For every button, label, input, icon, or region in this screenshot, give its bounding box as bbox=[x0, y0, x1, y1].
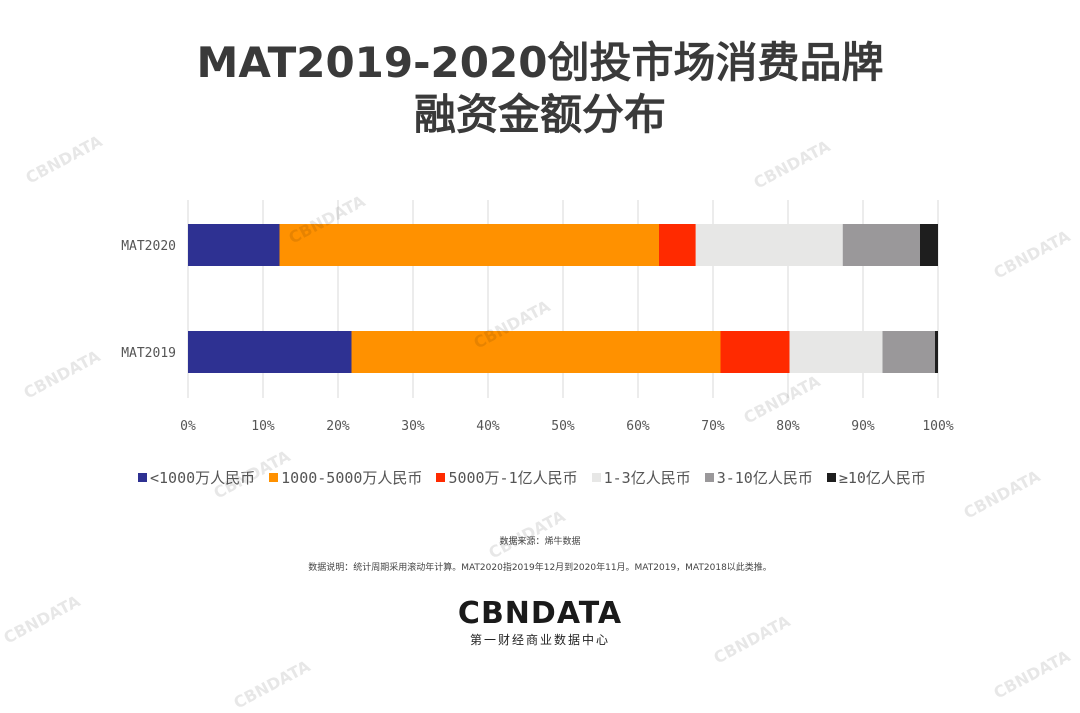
legend-swatch bbox=[704, 473, 714, 482]
x-tick-label: 20% bbox=[326, 419, 350, 434]
watermark: CBNDATA bbox=[230, 656, 314, 713]
stacked-bar-chart: 0% 10% 20% 30% 40% 50% 60% 70% 80% 90% 100% MAT2020… bbox=[121, 200, 954, 434]
bar-segment bbox=[935, 331, 938, 373]
legend-label: 1-3亿人民币 bbox=[603, 469, 691, 487]
legend-item: 1000-5000万人民币 bbox=[269, 467, 422, 488]
legend-swatch bbox=[269, 473, 279, 482]
legend-item: 3-10亿人民币 bbox=[704, 467, 813, 488]
legend-item: 1-3亿人民币 bbox=[591, 467, 691, 488]
bar-segment bbox=[720, 331, 790, 373]
bar-segment bbox=[842, 224, 920, 266]
bar-segment bbox=[351, 331, 721, 373]
x-tick-label: 10% bbox=[251, 419, 275, 434]
chart-title-line1: MAT2019-2020创投市场消费品牌 bbox=[196, 38, 884, 87]
x-tick-label: 100% bbox=[922, 419, 953, 434]
watermark: CBNDATA bbox=[960, 466, 1044, 523]
brand-logo-subtitle: 第一财经商业数据中心 bbox=[469, 633, 610, 647]
x-tick-label: 30% bbox=[401, 419, 425, 434]
bar-segment bbox=[789, 331, 883, 373]
data-source: 数据来源：烯牛数据 bbox=[499, 537, 581, 547]
x-tick-label: 70% bbox=[701, 419, 725, 434]
legend-swatch bbox=[826, 473, 836, 482]
legend-swatch bbox=[138, 473, 147, 482]
legend-label: <1000万人民币 bbox=[150, 469, 256, 487]
chart-legend: <1000万人民币 1000-5000万人民币 5000万-1亿人民币 1-3亿人民币… bbox=[138, 467, 948, 488]
legend-item: <1000万人民币 bbox=[138, 467, 255, 488]
x-tick-label: 0% bbox=[180, 419, 196, 434]
brand-logo: CBNDATA bbox=[457, 596, 623, 631]
legend-label: 5000万-1亿人民币 bbox=[448, 469, 578, 487]
legend-label: ≥10亿人民币 bbox=[838, 469, 926, 487]
bar-segment bbox=[659, 224, 696, 266]
legend-label: 1000-5000万人民币 bbox=[281, 469, 423, 487]
x-tick-label: 80% bbox=[776, 419, 800, 434]
bar-segment bbox=[279, 224, 659, 266]
bar-segment bbox=[920, 224, 938, 266]
category-label: MAT2019 bbox=[121, 346, 176, 361]
x-tick-label: 60% bbox=[626, 419, 650, 434]
x-tick-label: 50% bbox=[551, 419, 575, 434]
data-note: 数据说明：统计周期采用滚动年计算。MAT2020指2019年12月到2020年1… bbox=[308, 563, 772, 573]
x-tick-label: 40% bbox=[476, 419, 500, 434]
bar-segment bbox=[188, 224, 280, 266]
bar-segment bbox=[882, 331, 935, 373]
legend-item: 5000万-1亿人民币 bbox=[436, 467, 578, 488]
legend-item: ≥10亿人民币 bbox=[826, 467, 926, 488]
legend-swatch bbox=[436, 473, 446, 482]
chart-title-line2: 融资金额分布 bbox=[413, 90, 666, 139]
bar-segment bbox=[695, 224, 843, 266]
watermark: CBNDATA bbox=[990, 646, 1074, 703]
legend-label: 3-10亿人民币 bbox=[716, 469, 813, 487]
legend-swatch bbox=[591, 473, 601, 482]
category-label: MAT2020 bbox=[121, 239, 176, 254]
x-tick-label: 90% bbox=[851, 419, 875, 434]
bar-segment bbox=[188, 331, 352, 373]
